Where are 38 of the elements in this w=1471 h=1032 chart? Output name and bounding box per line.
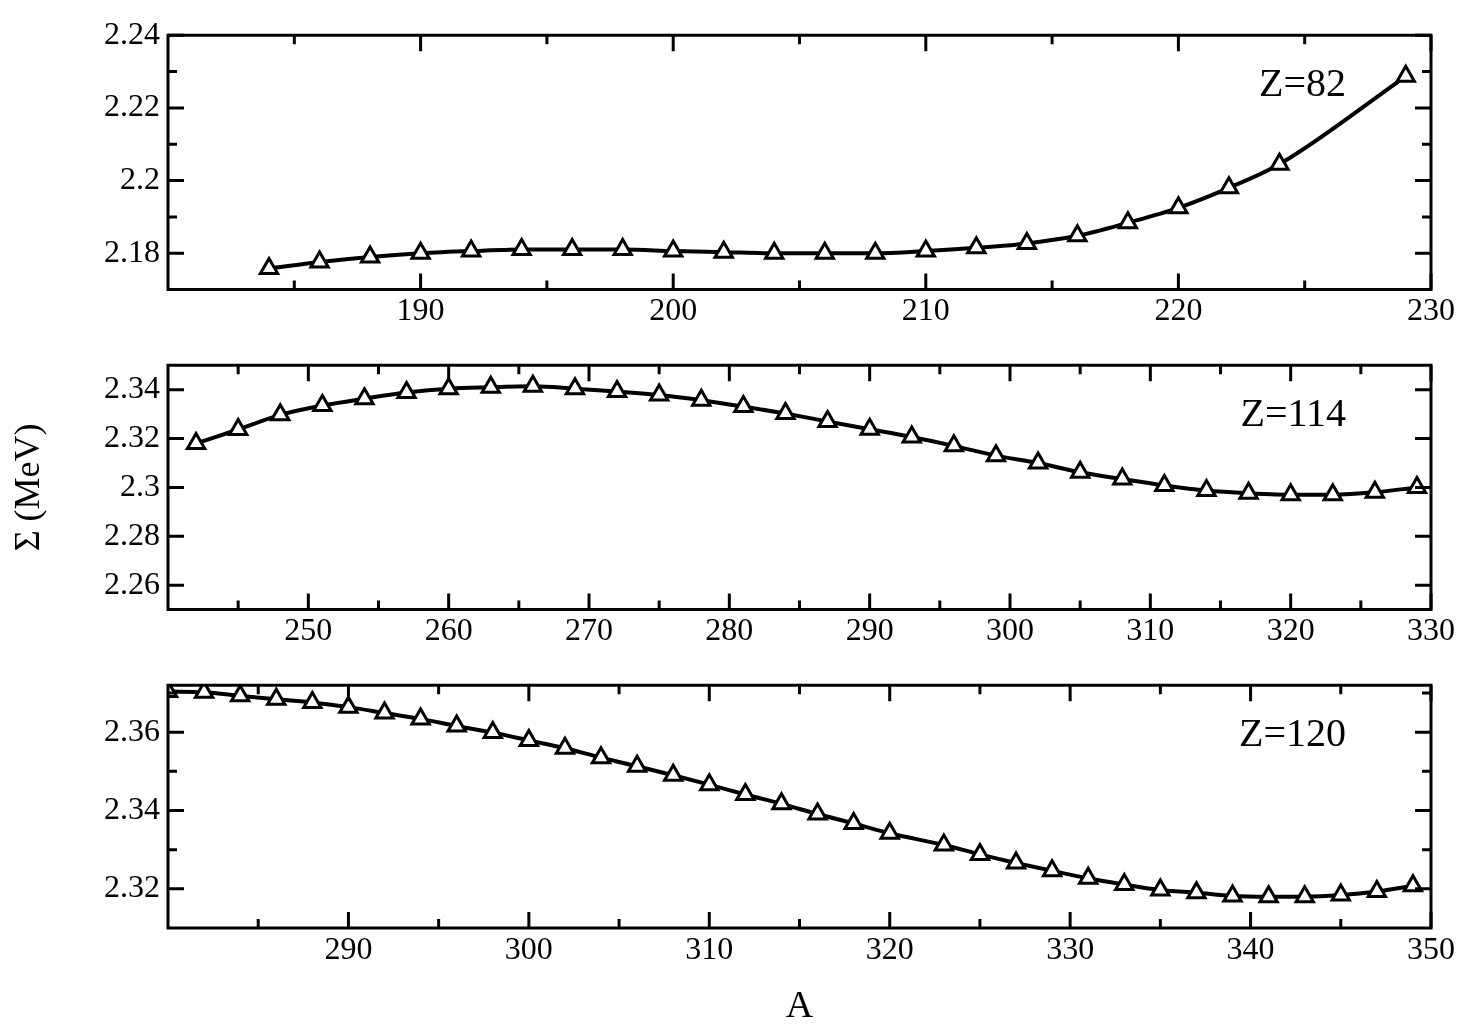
x-tick-label: 210 [901,291,950,328]
annotation: Z=114 [1240,389,1346,435]
y-tick-label: 2.18 [104,232,160,269]
annotation: Z=120 [1239,709,1346,755]
x-tick-label: 260 [424,611,473,648]
x-tick-label: 290 [845,611,894,648]
x-tick-label: 230 [1407,291,1455,328]
x-tick-label: 340 [1226,929,1275,966]
x-tick-label: 250 [284,611,333,648]
y-tick-label: 2.28 [104,515,160,552]
x-tick-label: 220 [1154,291,1203,328]
y-tick-label: 2.24 [104,14,160,51]
x-tick-label: 300 [986,611,1034,648]
x-tick-label: 300 [504,929,553,966]
x-tick-label: 320 [1266,611,1315,648]
y-tick-label: 2.3 [120,466,160,503]
x-tick-label: 320 [865,929,914,966]
x-tick-label: 270 [565,611,613,648]
x-tick-label: 330 [1407,611,1455,648]
x-tick-label: 310 [685,929,734,966]
y-tick-label: 2.32 [104,417,160,454]
x-tick-label: 200 [649,291,698,328]
x-tick-label: 310 [1126,611,1175,648]
y-tick-label: 2.32 [104,868,160,905]
x-tick-label: 330 [1046,929,1095,966]
y-tick-label: 2.2 [120,159,160,196]
y-tick-label: 2.34 [104,789,160,826]
y-tick-label: 2.36 [104,711,160,748]
x-tick-label: 280 [705,611,754,648]
x-axis-title: A [785,983,814,1026]
y-axis-title: Σ (MeV) [7,423,48,552]
x-tick-label: 190 [396,291,445,328]
y-tick-label: 2.22 [104,87,160,124]
y-tick-label: 2.26 [104,564,160,601]
annotation: Z=82 [1259,59,1346,105]
y-tick-label: 2.34 [104,369,160,406]
x-tick-label: 290 [324,929,373,966]
x-tick-label: 350 [1407,929,1455,966]
